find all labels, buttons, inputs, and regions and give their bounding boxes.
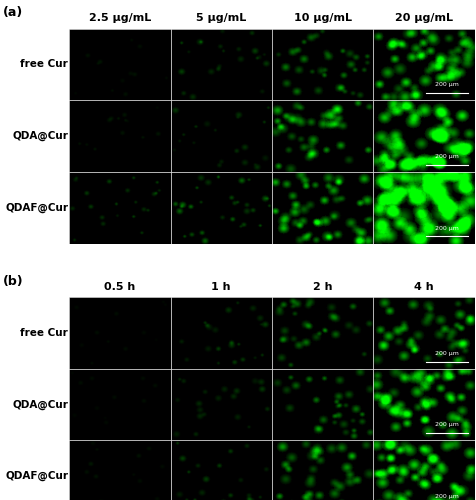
- Text: QDAF@Cur: QDAF@Cur: [5, 471, 68, 482]
- Text: free Cur: free Cur: [20, 328, 68, 338]
- Text: (b): (b): [2, 275, 23, 288]
- Text: QDAF@Cur: QDAF@Cur: [5, 202, 68, 213]
- Text: 200 μm: 200 μm: [434, 422, 458, 428]
- Text: QDA@Cur: QDA@Cur: [12, 400, 68, 409]
- Text: 200 μm: 200 μm: [434, 226, 458, 230]
- Text: 200 μm: 200 μm: [434, 154, 458, 159]
- Text: 5 μg/mL: 5 μg/mL: [196, 13, 246, 23]
- Text: 20 μg/mL: 20 μg/mL: [394, 13, 452, 23]
- Text: 200 μm: 200 μm: [434, 351, 458, 356]
- Text: QDA@Cur: QDA@Cur: [12, 131, 68, 141]
- Text: 4 h: 4 h: [413, 282, 433, 292]
- Text: free Cur: free Cur: [20, 60, 68, 70]
- Text: (a): (a): [2, 6, 22, 20]
- Text: 200 μm: 200 μm: [434, 82, 458, 87]
- Text: 0.5 h: 0.5 h: [104, 282, 135, 292]
- Text: 200 μm: 200 μm: [434, 494, 458, 499]
- Text: 2 h: 2 h: [312, 282, 332, 292]
- Text: 2.5 μg/mL: 2.5 μg/mL: [89, 13, 151, 23]
- Text: 10 μg/mL: 10 μg/mL: [293, 13, 351, 23]
- Text: 1 h: 1 h: [211, 282, 230, 292]
